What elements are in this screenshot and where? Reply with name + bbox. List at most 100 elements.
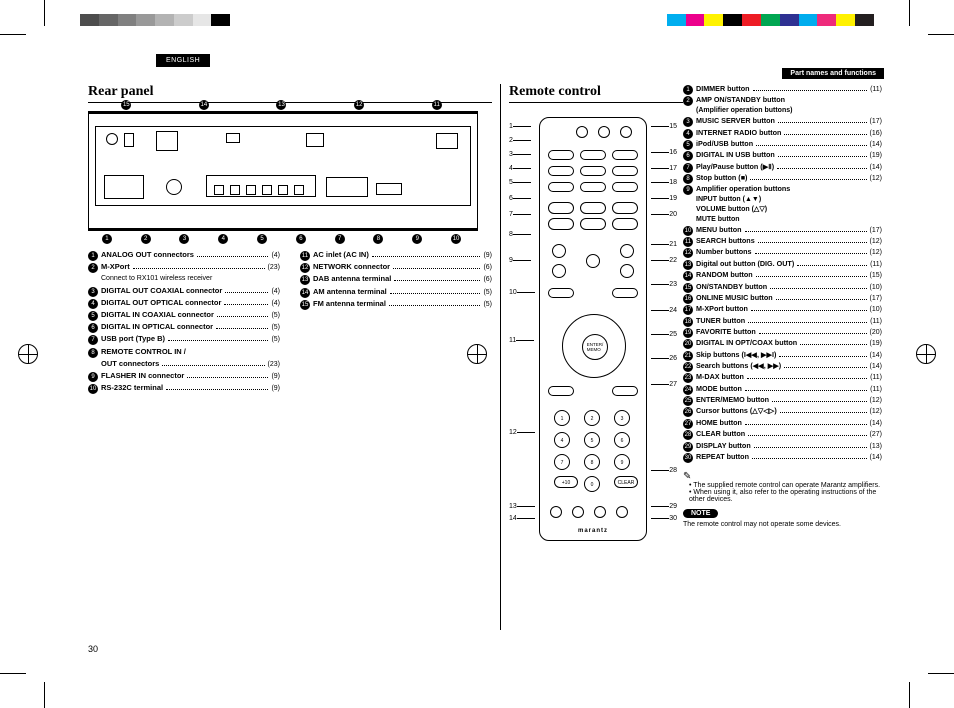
- numpad-key: 5: [584, 432, 600, 448]
- color-bars-left: [80, 14, 230, 26]
- on-standby-button: [620, 126, 632, 138]
- numpad-key: 9: [614, 454, 630, 470]
- list-item: 7Play/Pause button (▶Ⅱ)(14): [683, 162, 882, 173]
- list-item: 14RANDOM button(15): [683, 270, 882, 281]
- callout-15: 15: [121, 100, 131, 110]
- color-bars-right: [648, 14, 874, 26]
- list-item: 20DIGITAL IN OPT/COAX button(19): [683, 338, 882, 349]
- numpad-key: 2: [584, 410, 600, 426]
- remote-callout: 14: [509, 515, 535, 522]
- list-item: 21Skip buttons (I◀◀, ▶▶I)(14): [683, 350, 882, 361]
- list-item: 23M-DAX button(11): [683, 372, 882, 383]
- list-item: 13DAB antenna terminal(6): [300, 273, 492, 285]
- callout-2: 2: [141, 234, 151, 244]
- callout-5: 5: [257, 234, 267, 244]
- dimmer-button: [576, 126, 588, 138]
- list-item: 3DIGITAL OUT COAXIAL connector(4): [88, 285, 280, 297]
- callout-7: 7: [335, 234, 345, 244]
- callout-11: 11: [432, 100, 442, 110]
- remote-callout: 23: [651, 281, 677, 288]
- ipod-usb-button: [548, 166, 574, 176]
- rear-list-right: 11AC inlet (AC IN)(9)12NETWORK connector…: [300, 249, 492, 394]
- callout-4: 4: [218, 234, 228, 244]
- digout-button: [550, 506, 562, 518]
- rear-panel-section: Rear panel 15 14 13 12 11: [88, 84, 492, 630]
- list-item: 16ONLINE MUSIC button(17): [683, 293, 882, 304]
- remote-callout: 13: [509, 503, 535, 510]
- list-item: 22Search buttons (◀◀, ▶▶)(14): [683, 361, 882, 372]
- list-item: 19FAVORITE button(20): [683, 327, 882, 338]
- mxport-button: [580, 166, 606, 176]
- amp-standby-button: [598, 126, 610, 138]
- online-music-button: [612, 150, 638, 160]
- list-item: 10RS-232C terminal(9): [88, 382, 280, 394]
- cursor-pad: ENTER/MEMO: [562, 314, 626, 378]
- numpad-key: 6: [614, 432, 630, 448]
- remote-callout: 11: [509, 337, 534, 344]
- notes-block: ✎ The supplied remote control can operat…: [683, 471, 882, 528]
- numpad-key: 4: [554, 432, 570, 448]
- remote-callout: 5: [509, 179, 531, 186]
- list-item: 12NETWORK connector(6): [300, 261, 492, 273]
- list-item: 3MUSIC SERVER button(17): [683, 116, 882, 127]
- skip-prev-button: [548, 202, 574, 214]
- callout-13: 13: [276, 100, 286, 110]
- list-item: 13Digital out button (DIG. OUT)(11): [683, 259, 882, 270]
- list-item: 15ON/STANDBY button(10): [683, 282, 882, 293]
- tuner-button: [612, 166, 638, 176]
- callout-6: 6: [296, 234, 306, 244]
- remote-callout: 24: [651, 307, 677, 314]
- music-server-button: [580, 150, 606, 160]
- search-rew-button: [548, 218, 574, 230]
- remote-control-section: Remote control: [509, 84, 886, 630]
- remote-callout: 1: [509, 123, 531, 130]
- list-item: 4INTERNET RADIO button(16): [683, 128, 882, 139]
- page-number: 30: [88, 644, 98, 654]
- numpad-key: 7: [554, 454, 570, 470]
- remote-callout: 4: [509, 165, 531, 172]
- list-item: 2M-XPort(23): [88, 261, 280, 273]
- section-bar: Part names and functions: [782, 68, 884, 79]
- home-button: [612, 386, 638, 396]
- rear-list-left: 1ANALOG OUT connectors(4)2M-XPort(23)Con…: [88, 249, 280, 394]
- remote-callout: 16: [651, 149, 677, 156]
- page: ENGLISH Part names and functions Rear pa…: [58, 40, 896, 660]
- remote-callout: 30: [651, 515, 677, 522]
- pen-icon: ✎: [683, 471, 691, 482]
- list-item: 4DIGITAL OUT OPTICAL connector(4): [88, 297, 280, 309]
- numpad-key: 8: [584, 454, 600, 470]
- internet-radio-button: [548, 150, 574, 160]
- list-item: 10MENU button(17): [683, 225, 882, 236]
- remote-callout: 29: [651, 503, 677, 510]
- remote-callout: 10: [509, 289, 535, 296]
- remote-callout: 18: [651, 179, 677, 186]
- remote-callout: 19: [651, 195, 677, 202]
- remote-callout: 25: [651, 331, 677, 338]
- remote-callout: 15: [651, 123, 677, 130]
- display-button: [616, 506, 628, 518]
- remote-title: Remote control: [509, 84, 683, 103]
- remote-callout: 8: [509, 231, 531, 238]
- callout-10: 10: [451, 234, 461, 244]
- repeat-button: [594, 506, 606, 518]
- search-fwd-button: [612, 218, 638, 230]
- remote-callout: 22: [651, 257, 677, 264]
- list-item: 11AC inlet (AC IN)(9): [300, 249, 492, 261]
- skip-next-button: [612, 202, 638, 214]
- random-button: [572, 506, 584, 518]
- column-divider: [500, 84, 501, 630]
- list-item: 8Stop button (■)(12): [683, 173, 882, 184]
- list-item: 1ANALOG OUT connectors(4): [88, 249, 280, 261]
- input-down-button: [552, 264, 566, 278]
- remote-callout: 27: [651, 381, 677, 388]
- mute-button: [586, 254, 600, 268]
- list-item: 1DIMMER button(11): [683, 84, 882, 95]
- mode-button: [612, 288, 638, 298]
- list-item: 28CLEAR button(27): [683, 429, 882, 440]
- list-item: 9FLASHER IN connector(9): [88, 370, 280, 382]
- menu-button: [548, 288, 574, 298]
- list-item: 29DISPLAY button(13): [683, 441, 882, 452]
- vol-down-button: [620, 264, 634, 278]
- list-item: 24MODE button(11): [683, 384, 882, 395]
- list-item: 6DIGITAL IN USB button(19): [683, 150, 882, 161]
